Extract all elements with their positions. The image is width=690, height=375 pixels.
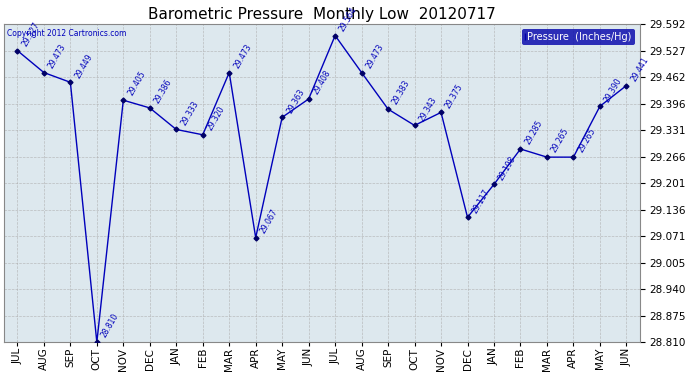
Legend: Pressure  (Inches/Hg): Pressure (Inches/Hg) (522, 29, 635, 45)
Text: 29.386: 29.386 (152, 78, 174, 105)
Text: 29.564: 29.564 (338, 5, 359, 33)
Text: Copyright 2012 Cartronics.com: Copyright 2012 Cartronics.com (8, 29, 127, 38)
Text: 29.473: 29.473 (232, 42, 253, 70)
Text: 29.343: 29.343 (417, 95, 438, 123)
Text: 29.333: 29.333 (179, 99, 200, 127)
Text: 29.375: 29.375 (444, 82, 465, 110)
Text: 29.390: 29.390 (602, 76, 624, 104)
Text: 29.383: 29.383 (391, 79, 412, 106)
Text: 29.441: 29.441 (629, 56, 650, 83)
Text: 29.117: 29.117 (471, 187, 491, 214)
Text: 29.527: 29.527 (20, 20, 41, 48)
Text: 29.449: 29.449 (73, 52, 95, 80)
Text: 29.363: 29.363 (285, 87, 306, 114)
Title: Barometric Pressure  Monthly Low  20120717: Barometric Pressure Monthly Low 20120717 (148, 7, 495, 22)
Text: 29.285: 29.285 (523, 119, 544, 146)
Text: 29.405: 29.405 (126, 70, 147, 98)
Text: 29.265: 29.265 (576, 127, 598, 154)
Text: 29.473: 29.473 (47, 42, 68, 70)
Text: 29.067: 29.067 (259, 207, 279, 235)
Text: 29.408: 29.408 (311, 69, 333, 96)
Text: 29.198: 29.198 (497, 154, 518, 182)
Text: 29.265: 29.265 (550, 127, 571, 154)
Text: 28.810: 28.810 (99, 312, 121, 339)
Text: 29.320: 29.320 (206, 105, 226, 132)
Text: 29.473: 29.473 (364, 42, 386, 70)
